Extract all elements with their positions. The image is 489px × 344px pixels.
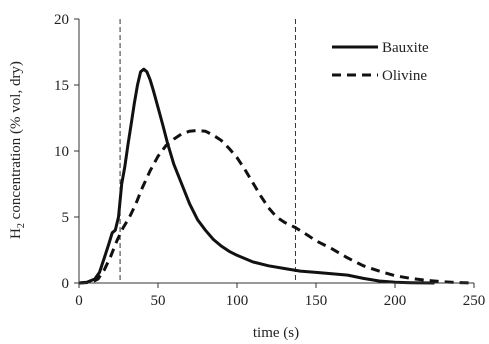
y-axis-title-main: H [8, 228, 24, 239]
legend-label-bauxite: Bauxite [382, 40, 429, 56]
y-tick-label: 20 [54, 12, 69, 28]
series-line-olivine [78, 129, 475, 285]
y-tick-label: 15 [54, 78, 69, 94]
x-tick-label: 150 [305, 293, 328, 309]
y-tick-label: 10 [54, 144, 69, 160]
reference-lines [119, 19, 296, 283]
x-tick-label: 250 [463, 293, 486, 309]
x-tick-label: 0 [75, 293, 83, 309]
x-tick-label: 50 [151, 293, 166, 309]
y-tick-label: 0 [62, 276, 70, 292]
series-line-bauxite [78, 67, 435, 285]
x-axis-title: time (s) [253, 325, 299, 341]
y-axis-title: H2 concentration (% vol, dry) [8, 61, 27, 239]
y-axis-title-subscript: 2 [16, 223, 27, 228]
axes [78, 19, 474, 284]
legend-label-olivine: Olivine [382, 68, 427, 84]
x-tick-label: 200 [384, 293, 407, 309]
x-tick-label: 100 [226, 293, 249, 309]
y-tick-label: 5 [62, 210, 70, 226]
legend: Bauxite Olivine [332, 40, 429, 84]
series-lines [78, 67, 475, 285]
ticks: 0 50 100 150 200 250 0 5 10 15 20 [54, 12, 485, 309]
y-axis-title-rest: concentration (% vol, dry) [8, 61, 24, 223]
